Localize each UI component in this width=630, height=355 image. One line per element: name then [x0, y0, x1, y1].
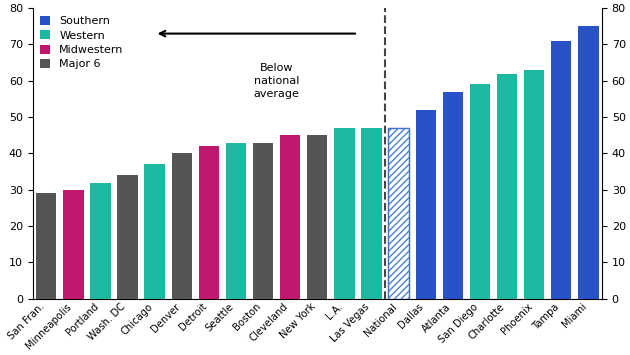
Bar [226, 143, 246, 299]
Bar [470, 84, 490, 299]
Bar [335, 128, 355, 299]
Bar [389, 128, 409, 299]
Bar [389, 128, 409, 299]
Bar [416, 110, 436, 299]
Bar [524, 70, 544, 299]
Bar [90, 182, 111, 299]
Bar [578, 26, 598, 299]
Legend: Southern, Western, Midwestern, Major 6: Southern, Western, Midwestern, Major 6 [38, 14, 126, 72]
Bar [171, 153, 192, 299]
Bar [36, 193, 57, 299]
Bar [497, 73, 517, 299]
Text: Below
national
average: Below national average [254, 62, 300, 99]
Bar [280, 135, 301, 299]
Bar [144, 164, 165, 299]
Bar [63, 190, 84, 299]
Bar [117, 175, 138, 299]
Bar [362, 128, 382, 299]
Bar [253, 143, 273, 299]
Bar [443, 92, 463, 299]
Bar [551, 41, 571, 299]
Bar [198, 146, 219, 299]
Bar [307, 135, 328, 299]
